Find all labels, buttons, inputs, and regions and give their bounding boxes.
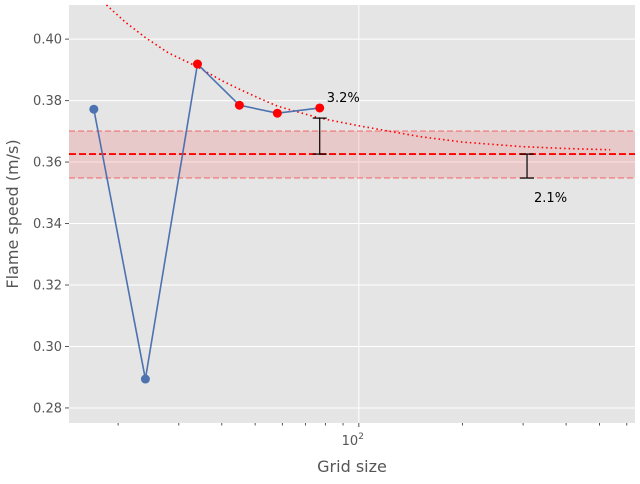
data-line bbox=[93, 62, 320, 380]
highlighted-point bbox=[192, 59, 202, 69]
y-tick-label: 0.32 bbox=[33, 278, 62, 293]
y-tick-label: 0.34 bbox=[33, 217, 62, 232]
plot-background bbox=[69, 5, 635, 423]
error-bar-label: 2.1% bbox=[534, 191, 567, 206]
highlighted-point bbox=[315, 103, 325, 113]
error-bar-label: 3.2% bbox=[327, 91, 360, 106]
y-tick-label: 0.28 bbox=[33, 401, 62, 416]
x-tick-label: 102 bbox=[342, 432, 364, 449]
highlighted-point bbox=[234, 100, 244, 110]
highlighted-point bbox=[272, 108, 282, 118]
y-axis-label: Flame speed (m/s) bbox=[3, 139, 22, 288]
data-point bbox=[89, 104, 99, 114]
y-tick-label: 0.38 bbox=[33, 94, 62, 109]
y-tick-label: 0.40 bbox=[33, 33, 62, 48]
data-point bbox=[140, 374, 150, 384]
x-axis-label: Grid size bbox=[317, 457, 387, 476]
y-tick-label: 0.36 bbox=[33, 156, 62, 171]
y-tick-label: 0.30 bbox=[33, 340, 62, 355]
